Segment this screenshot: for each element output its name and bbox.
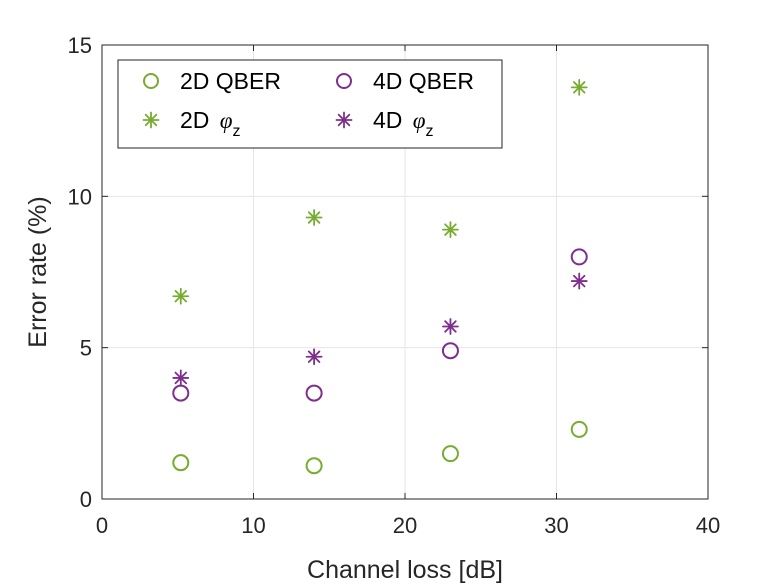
data-point-asterisk [570,272,588,290]
y-tick-label: 0 [80,487,92,512]
legend-label-4d-phiz-subscript: z [426,123,434,140]
x-tick-label: 30 [544,513,568,538]
data-point-circle [570,420,588,438]
data-point-asterisk [442,221,459,239]
y-axis-label: Error rate (%) [24,196,52,347]
data-point-asterisk [305,209,323,226]
x-tick-label: 0 [96,513,108,538]
data-point-asterisk-stroke [444,223,457,236]
legend-asterisk [142,111,160,129]
legend-label-4d-phiz: 4D φz [373,107,434,140]
legend-label-4d-qber: 4D QBER [373,68,474,94]
data-point-asterisk [442,318,459,335]
series-1 [172,78,588,305]
legend-item-4d-qber: 4D QBER [336,68,474,94]
legend-item-4d-phiz: 4D φz [335,107,434,140]
y-tick-label: 5 [80,336,92,361]
data-point-asterisk-stroke [307,350,321,363]
legend-label-2d-phiz-symbol: φ [220,108,233,133]
data-point-asterisk-stroke [444,320,457,333]
data-point-asterisk-stroke [174,371,187,385]
data-point-circle [441,342,459,360]
series-3 [172,272,588,387]
data-point-asterisk-stroke [307,211,321,224]
legend-item-2d-qber: 2D QBER [143,68,281,94]
x-tick-label: 20 [393,513,417,538]
legend-label-2d-phiz: 2D φz [180,107,241,140]
data-point-asterisk [305,348,323,366]
legend-label-4d-phiz-prefix: 4D [373,107,409,133]
data-point-circle [305,384,323,402]
data-point-circle [441,445,459,463]
data-point-asterisk-stroke [573,81,586,94]
legend-label-2d-phiz-prefix: 2D [180,107,216,133]
y-tick-label: 15 [68,33,92,58]
data-point-asterisk [172,287,190,305]
legend-asterisk [335,111,353,129]
data-point-asterisk-stroke [573,274,586,288]
x-tick-label: 40 [696,513,720,538]
series-0 [172,420,588,475]
legend-marker-4d-phiz [335,111,353,129]
legend-box [117,59,503,149]
data-point-circle [305,457,323,475]
axis-ticks: 0 10 20 30 40 0 5 10 15 [68,33,721,538]
legend-label-2d-qber: 2D QBER [180,68,281,94]
x-tick-label: 10 [241,513,265,538]
data-point-circle [172,454,190,472]
legend-label-2d-phiz-subscript: z [233,123,241,140]
legend-marker-2d-qber [143,73,159,89]
legend-asterisk-stroke [144,113,158,127]
data-point-circle [570,248,588,266]
y-tick-label: 10 [68,184,92,209]
data-point-asterisk [570,78,588,96]
legend-asterisk-stroke [337,113,351,127]
data-point-asterisk-stroke [174,290,187,303]
legend-label-4d-phiz-symbol: φ [413,108,426,133]
legend: 2D QBER 4D QBER 2D φz 4D φz [117,59,503,149]
legend-marker-2d-phiz [142,111,160,129]
legend-marker-4d-qber [336,73,352,89]
data-point-asterisk [172,369,190,387]
data-points [172,78,588,475]
legend-item-2d-phiz: 2D φz [142,107,241,140]
x-axis-label: Channel loss [dB] [307,556,503,584]
